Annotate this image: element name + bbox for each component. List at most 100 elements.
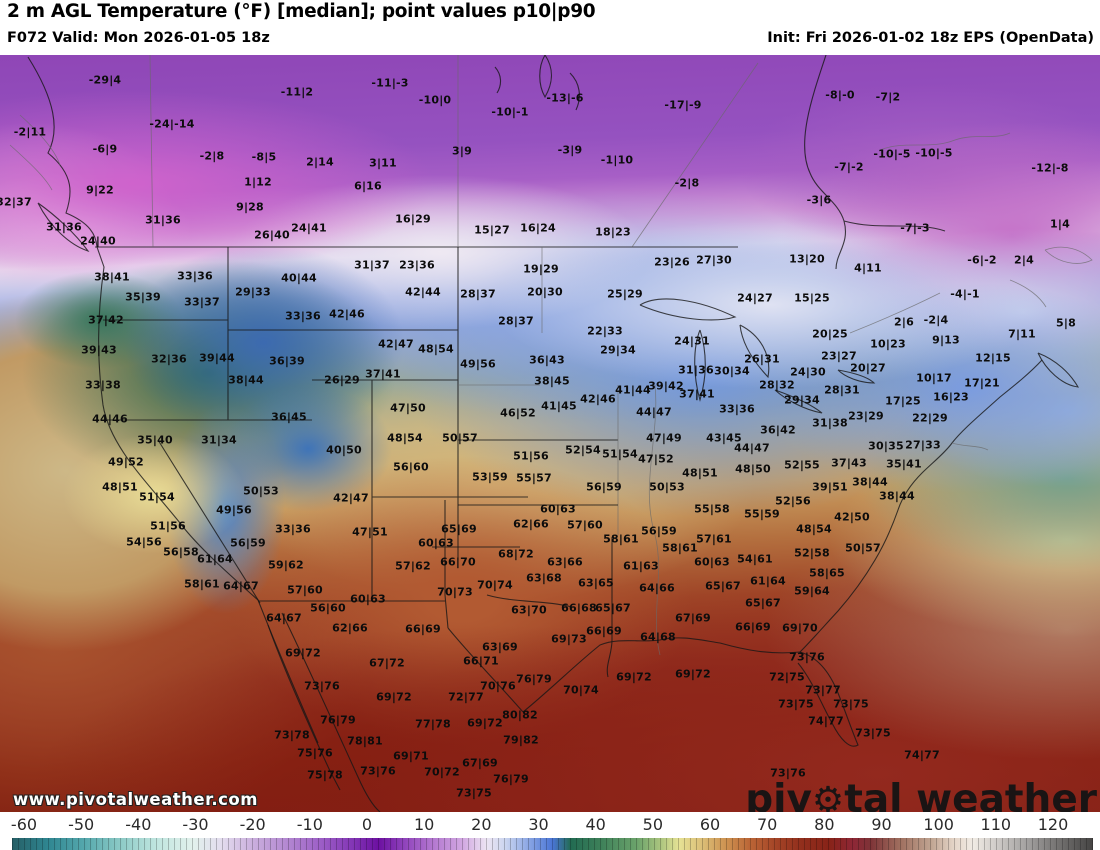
point-value: 57|60 <box>287 583 323 597</box>
point-value: 3|9 <box>452 144 472 158</box>
point-value: 36|45 <box>271 410 307 424</box>
point-value: 69|72 <box>616 670 652 684</box>
point-value: 74|77 <box>904 748 940 762</box>
colorbar-tick: -40 <box>125 815 152 834</box>
point-value: 29|33 <box>235 285 271 299</box>
point-value: 75|76 <box>297 746 333 760</box>
point-value: 63|69 <box>482 640 518 654</box>
point-value: 60|63 <box>350 592 386 606</box>
point-value: 59|64 <box>794 584 830 598</box>
point-value: 32|36 <box>151 352 187 366</box>
point-value: 52|55 <box>784 458 820 472</box>
point-value: 31|36 <box>46 220 82 234</box>
point-value: 69|70 <box>782 621 818 635</box>
point-value: -3|9 <box>557 143 583 157</box>
point-value: 48|51 <box>682 466 718 480</box>
point-value: 28|37 <box>498 314 534 328</box>
point-value: 32|37 <box>0 195 32 209</box>
point-value: 48|54 <box>387 431 423 445</box>
point-value: 69|71 <box>393 749 429 763</box>
point-value: 44|47 <box>636 405 672 419</box>
point-value: 65|67 <box>595 601 631 615</box>
point-value: -10|-5 <box>873 147 911 161</box>
point-value: 17|25 <box>885 394 921 408</box>
point-value: 29|34 <box>600 343 636 357</box>
point-value: 60|63 <box>694 555 730 569</box>
point-value: 52|56 <box>775 494 811 508</box>
point-value: -7|2 <box>875 90 901 104</box>
point-value: 56|59 <box>586 480 622 494</box>
temperature-map[interactable]: -29|4 -11|2 -24|-14 -2|11 -6|9 -2|8 -8|5 2|14 1|… <box>0 55 1100 812</box>
colorbar-tick: -50 <box>68 815 95 834</box>
point-value: 26|40 <box>254 228 290 242</box>
point-value: -2|8 <box>199 149 225 163</box>
point-value: 73|76 <box>770 766 806 780</box>
point-value: 65|67 <box>705 579 741 593</box>
point-value: 52|58 <box>794 546 830 560</box>
point-value: 70|76 <box>480 679 516 693</box>
point-value: 80|82 <box>502 708 538 722</box>
colorbar-tick: 110 <box>980 815 1012 834</box>
point-value: 56|58 <box>163 545 199 559</box>
point-value: 73|76 <box>360 764 396 778</box>
point-value: 48|51 <box>102 480 138 494</box>
point-value: 67|69 <box>462 756 498 770</box>
point-value: 72|75 <box>769 670 805 684</box>
point-value: 43|45 <box>706 431 742 445</box>
point-value: 24|30 <box>790 365 826 379</box>
point-value: 64|67 <box>223 579 259 593</box>
point-value: 47|49 <box>646 431 682 445</box>
point-value: 52|54 <box>565 443 601 457</box>
point-value: 73|75 <box>855 726 891 740</box>
point-value: 49|52 <box>108 455 144 469</box>
point-value: -10|-5 <box>915 146 953 160</box>
point-value: 24|27 <box>737 291 773 305</box>
point-value: 58|61 <box>662 541 698 555</box>
point-value: 20|27 <box>850 361 886 375</box>
point-value: 60|63 <box>418 536 454 550</box>
point-value: 16|23 <box>933 390 969 404</box>
point-value: 30|34 <box>714 364 750 378</box>
point-value: 69|72 <box>285 646 321 660</box>
point-value: 24|31 <box>674 334 710 348</box>
point-value: 57|60 <box>567 518 603 532</box>
point-value: 66|69 <box>735 620 771 634</box>
point-value: 50|53 <box>649 480 685 494</box>
point-value: 3|11 <box>369 156 397 170</box>
point-value: -8|5 <box>251 150 277 164</box>
point-value: 69|72 <box>675 667 711 681</box>
point-value: 9|22 <box>86 183 114 197</box>
point-value: 33|38 <box>85 378 121 392</box>
point-value: 31|36 <box>678 363 714 377</box>
point-value: 37|41 <box>365 367 401 381</box>
point-value: 20|25 <box>812 327 848 341</box>
point-value: 38|41 <box>94 270 130 284</box>
point-value: -24|-14 <box>149 117 195 131</box>
point-value: 27|33 <box>905 438 941 452</box>
point-value: 65|69 <box>441 522 477 536</box>
point-value: 18|23 <box>595 225 631 239</box>
point-value: 63|65 <box>578 576 614 590</box>
point-value: 73|78 <box>274 728 310 742</box>
point-value: 39|51 <box>812 480 848 494</box>
point-value: 6|16 <box>354 179 382 193</box>
point-value: 73|75 <box>778 697 814 711</box>
point-value: -12|-8 <box>1031 161 1069 175</box>
point-value: 31|34 <box>201 433 237 447</box>
point-value: 10|17 <box>916 371 952 385</box>
point-value: 59|62 <box>268 558 304 572</box>
point-value: 78|81 <box>347 734 383 748</box>
point-value: 56|60 <box>310 601 346 615</box>
point-value: 37|42 <box>88 313 124 327</box>
point-value: 77|78 <box>415 717 451 731</box>
point-value: 47|51 <box>352 525 388 539</box>
point-value: 54|56 <box>126 535 162 549</box>
colorbar-strip <box>12 838 1093 850</box>
point-value: 13|20 <box>789 252 825 266</box>
point-value: 2|14 <box>306 155 334 169</box>
point-value: 62|66 <box>513 517 549 531</box>
point-value: -2|8 <box>674 176 700 190</box>
point-value: 72|77 <box>448 690 484 704</box>
point-value: 23|27 <box>821 349 857 363</box>
